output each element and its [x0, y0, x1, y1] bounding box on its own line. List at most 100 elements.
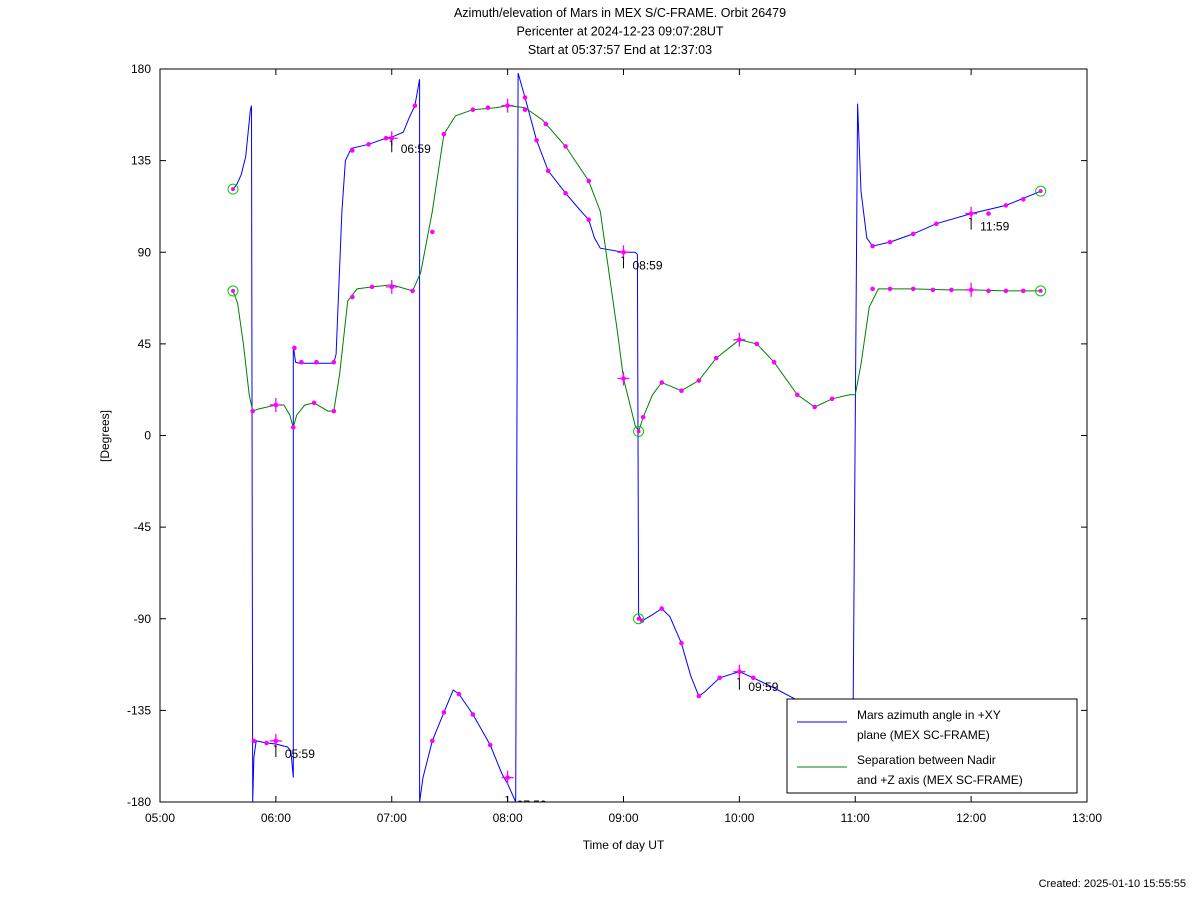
time-label-tick — [737, 678, 740, 690]
y-axis-label: [Degrees] — [98, 410, 112, 462]
legend-label: Mars azimuth angle in +XY — [857, 708, 1001, 722]
legend-label: and +Z axis (MEX SC-FRAME) — [857, 773, 1023, 787]
data-marker — [441, 710, 447, 715]
y-tick-label: -135 — [127, 703, 151, 717]
hour-cross-dot — [737, 337, 742, 343]
time-label-tick — [389, 140, 393, 153]
endpoint-circle — [1035, 285, 1047, 297]
data-marker — [331, 359, 337, 365]
y-tick-label: 180 — [131, 62, 151, 76]
endpoint-circle — [633, 613, 645, 625]
hour-cross-dot — [505, 103, 510, 108]
hour-cross-dot — [273, 738, 279, 744]
data-marker — [771, 359, 777, 365]
data-marker — [713, 355, 719, 361]
hour-cross-dot — [389, 284, 395, 290]
created-timestamp: Created: 2025-01-10 15:55:55 — [1038, 878, 1186, 890]
x-axis-label: Time of day UT — [583, 838, 665, 852]
data-marker — [887, 286, 893, 292]
y-tick-label: 135 — [131, 154, 151, 168]
hour-cross-dot — [273, 402, 279, 408]
x-tick-label: 09:00 — [608, 811, 638, 825]
hour-cross-dot — [621, 249, 626, 255]
data-marker — [430, 229, 435, 235]
x-tick-label: 08:00 — [493, 811, 523, 825]
hour-cross-dot — [968, 287, 974, 293]
data-marker — [311, 400, 317, 406]
data-marker — [795, 392, 800, 398]
x-tick-label: 13:00 — [1072, 811, 1102, 825]
time-label: 07:59 — [517, 798, 547, 812]
data-marker — [470, 107, 476, 113]
time-label-tick — [621, 256, 624, 269]
data-marker — [679, 388, 684, 394]
title-line-1: Azimuth/elevation of Mars in MEX S/C-FRA… — [454, 6, 786, 20]
title-line-2: Pericenter at 2024-12-23 09:07:28UT — [516, 25, 723, 39]
data-marker — [717, 675, 722, 681]
data-marker — [522, 107, 528, 113]
data-marker — [470, 712, 476, 717]
data-marker — [412, 103, 418, 108]
data-marker — [659, 380, 665, 385]
data-marker — [930, 287, 936, 293]
data-marker — [292, 345, 297, 351]
data-marker — [290, 425, 296, 430]
legend-box — [786, 698, 1078, 794]
endpoint-circle — [633, 425, 645, 437]
time-label: 05:59 — [285, 747, 315, 761]
data-marker — [640, 414, 646, 420]
data-marker — [1003, 288, 1009, 294]
data-marker — [829, 396, 835, 402]
data-marker — [456, 691, 462, 697]
y-tick-label: 45 — [138, 337, 152, 351]
data-marker — [754, 341, 760, 347]
endpoint-dot — [1038, 288, 1043, 293]
data-marker — [934, 221, 939, 227]
data-marker — [522, 95, 528, 100]
data-marker — [369, 284, 375, 290]
endpoint-dot — [636, 429, 641, 434]
endpoint-circle — [227, 183, 239, 195]
data-marker — [545, 168, 551, 174]
hour-cross-dot — [737, 669, 742, 674]
x-tick-label: 10:00 — [724, 811, 754, 825]
endpoint-dot — [231, 187, 236, 192]
endpoint-circle — [227, 285, 239, 297]
data-marker — [563, 190, 568, 196]
x-tick-label: 07:00 — [377, 811, 407, 825]
data-marker — [264, 740, 269, 746]
data-marker — [314, 359, 319, 365]
data-marker — [251, 738, 257, 744]
hour-cross-dot — [968, 211, 974, 216]
y-tick-label: -180 — [127, 795, 151, 809]
data-marker — [949, 287, 954, 293]
data-marker — [986, 211, 991, 216]
time-label: 09:59 — [748, 680, 778, 694]
data-marker — [350, 148, 355, 153]
x-tick-label: 06:00 — [261, 811, 291, 825]
endpoint-dot — [1038, 189, 1043, 194]
data-marker — [485, 105, 491, 110]
plot-frame — [159, 68, 1088, 803]
data-marker — [659, 606, 665, 611]
data-marker — [696, 693, 702, 699]
hour-cross-dot — [505, 775, 510, 780]
data-marker — [750, 675, 756, 681]
legend: Mars azimuth angle in +XY plane (MEX SC-F… — [786, 698, 1078, 794]
data-marker — [534, 137, 539, 143]
x-tick-label: 05:00 — [145, 811, 175, 825]
title-line-3: Start at 05:37:57 End at 12:37:03 — [528, 43, 712, 57]
axes: 05:00 06:00 07:00 08:00 09:00 10:00 11:00 12:00… — [98, 62, 1102, 852]
data-marker — [887, 239, 893, 245]
hour-cross-dot — [389, 135, 395, 141]
endpoint-circle — [1035, 185, 1047, 197]
data-marker — [1003, 203, 1009, 208]
data-marker — [250, 408, 255, 414]
data-marker — [679, 640, 684, 646]
data-marker — [812, 404, 817, 410]
data-marker — [986, 288, 991, 294]
time-label-tick — [273, 745, 277, 757]
data-marker — [563, 144, 568, 149]
y-tick-label: 90 — [138, 245, 152, 259]
